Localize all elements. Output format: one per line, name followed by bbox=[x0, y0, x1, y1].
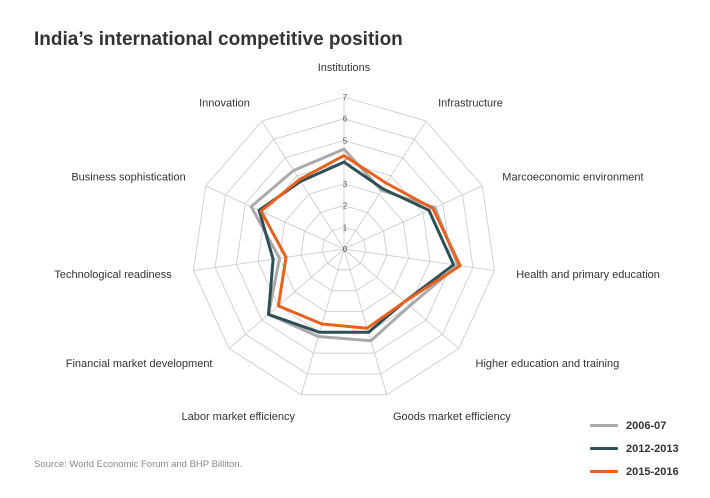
grid-spoke bbox=[343, 120, 427, 250]
category-label: Institutions bbox=[318, 62, 371, 74]
category-label: Labor market efficiency bbox=[181, 411, 295, 423]
category-label: Goods market efficiency bbox=[393, 411, 511, 423]
grid-spoke bbox=[343, 248, 388, 395]
category-label: Marcoeconomic environment bbox=[502, 172, 643, 184]
category-label: Health and primary education bbox=[516, 269, 660, 281]
grid-spoke bbox=[343, 248, 495, 271]
series-line-2015-2016 bbox=[259, 154, 462, 330]
tick-label: 5 bbox=[343, 136, 348, 145]
grid-ring bbox=[193, 96, 495, 396]
grid-spoke bbox=[193, 248, 345, 271]
category-label: Technological readiness bbox=[54, 269, 172, 281]
legend-label: 2012-2013 bbox=[626, 442, 679, 455]
tick-label: 3 bbox=[343, 180, 348, 189]
grid-spoke bbox=[343, 248, 460, 349]
source-note: Source: World Economic Forum and BHP Bil… bbox=[34, 459, 243, 470]
chart-title: India’s international competitive positi… bbox=[34, 29, 403, 50]
legend-label: 2006-07 bbox=[626, 419, 667, 432]
tick-label: 4 bbox=[343, 158, 348, 167]
legend-item-2006-07: 2006-07 bbox=[590, 414, 679, 437]
legend-swatch bbox=[590, 470, 618, 473]
grid-spoke bbox=[205, 185, 345, 250]
category-label: Financial market development bbox=[66, 358, 213, 370]
grid-ring bbox=[214, 118, 474, 375]
legend-swatch bbox=[590, 447, 618, 450]
grid-spoke bbox=[300, 248, 345, 395]
category-label: Higher education and training bbox=[476, 358, 620, 370]
radar-labels: 0 1 2 3 4 5 6 7 Institutions Infrastructure Marcoe… bbox=[54, 62, 660, 423]
category-label: Infrastructure bbox=[438, 98, 503, 110]
grid-spoke bbox=[343, 185, 483, 250]
legend-item-2015-2016: 2015-2016 bbox=[590, 460, 679, 483]
tick-label: 1 bbox=[343, 223, 348, 232]
tick-label: 2 bbox=[343, 202, 348, 211]
legend-swatch bbox=[590, 424, 618, 427]
category-label: Innovation bbox=[199, 98, 250, 110]
legend-label: 2015-2016 bbox=[626, 465, 679, 478]
legend-item-2012-2013: 2012-2013 bbox=[590, 437, 679, 460]
radar-series bbox=[249, 147, 462, 343]
grid-ring bbox=[236, 139, 452, 354]
legend: 2006-07 2012-2013 2015-2016 bbox=[590, 414, 679, 483]
grid-spoke bbox=[261, 120, 345, 250]
series-line-2006-07 bbox=[249, 147, 460, 343]
tick-label: 6 bbox=[343, 115, 348, 124]
tick-label: 0 bbox=[343, 245, 348, 254]
category-label: Business sophistication bbox=[71, 172, 185, 184]
grid-ring bbox=[300, 205, 388, 292]
grid-ring bbox=[279, 183, 409, 312]
grid-spoke bbox=[228, 248, 345, 349]
grid-ring bbox=[322, 226, 366, 271]
tick-label: 7 bbox=[343, 93, 348, 102]
